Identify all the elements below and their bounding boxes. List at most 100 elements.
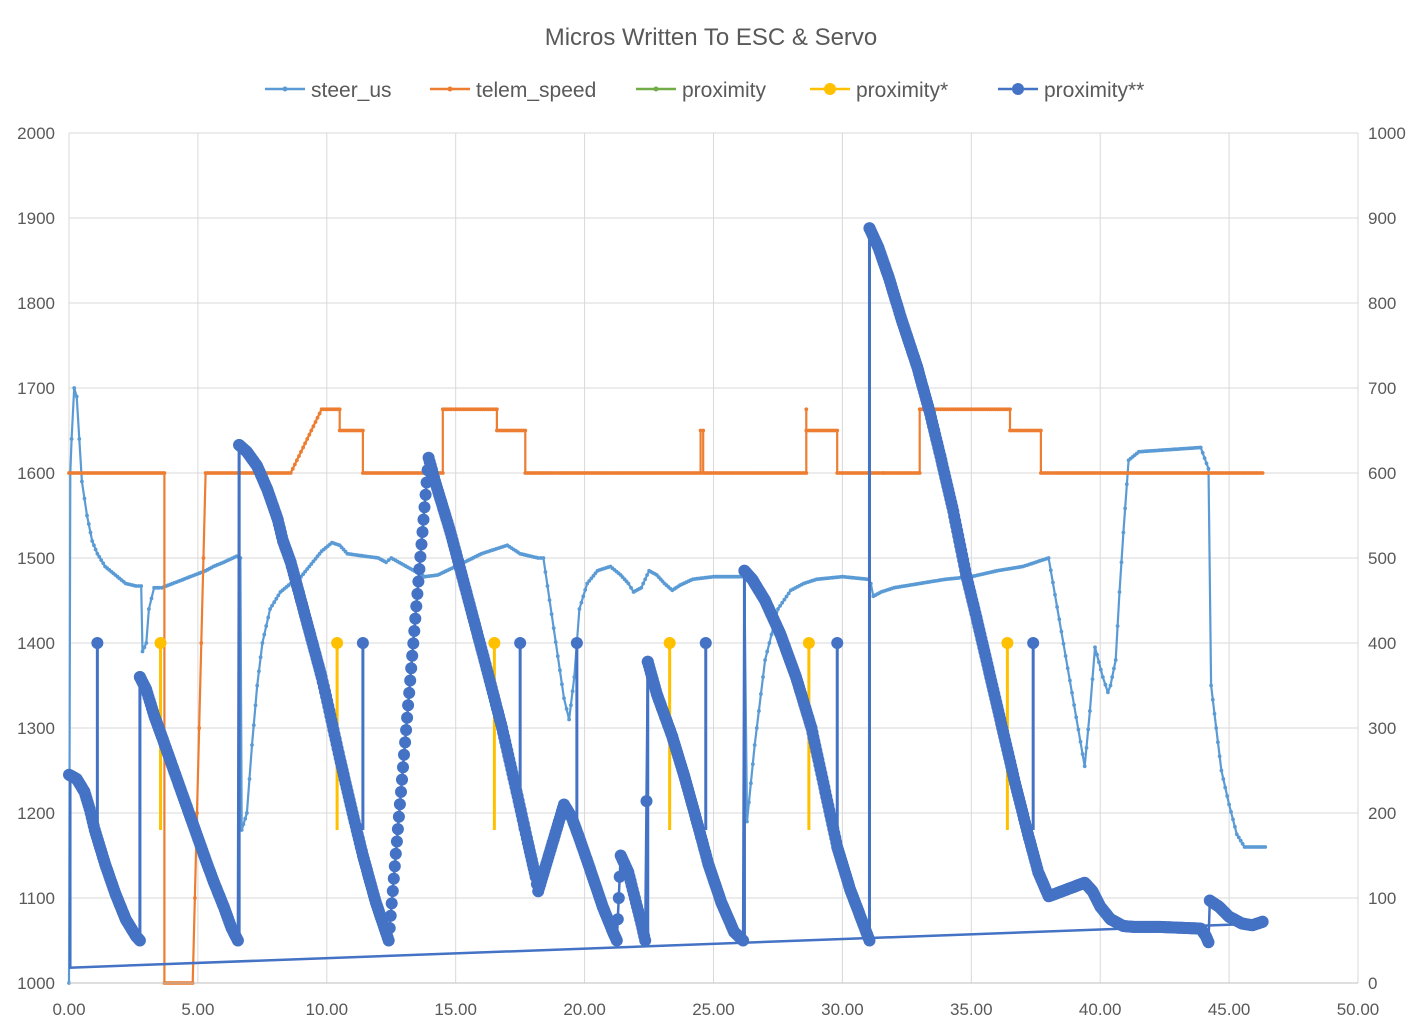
legend-item: proximity** bbox=[998, 79, 1144, 102]
y-right-tick-label: 900 bbox=[1368, 209, 1396, 228]
x-tick-label: 30.00 bbox=[821, 1000, 864, 1019]
legend-item: proximity* bbox=[810, 79, 948, 102]
data-point bbox=[593, 571, 598, 576]
data-point bbox=[389, 847, 402, 860]
y-right-tick-label: 200 bbox=[1368, 804, 1396, 823]
y-left-tick-label: 1900 bbox=[17, 209, 55, 228]
x-tick-label: 40.00 bbox=[1079, 1000, 1122, 1019]
data-point bbox=[396, 773, 408, 786]
spike-point bbox=[91, 637, 104, 649]
legend-item: steer_us bbox=[265, 79, 392, 102]
y-right-tick-label: 600 bbox=[1368, 464, 1396, 483]
legend-label: steer_us bbox=[311, 79, 392, 102]
data-point bbox=[1055, 605, 1059, 609]
data-point bbox=[405, 662, 418, 675]
data-point bbox=[303, 441, 307, 446]
data-point bbox=[577, 607, 582, 611]
data-point bbox=[86, 522, 91, 526]
data-point bbox=[257, 669, 261, 674]
spike-point bbox=[514, 637, 527, 649]
data-point bbox=[95, 551, 100, 556]
data-point bbox=[133, 934, 146, 947]
data-point bbox=[415, 538, 428, 551]
data-point bbox=[201, 556, 206, 560]
data-point bbox=[315, 415, 320, 420]
data-point bbox=[759, 692, 763, 696]
data-point bbox=[407, 637, 420, 650]
y-right-tick-label: 1000 bbox=[1368, 124, 1406, 143]
legend-swatch-marker bbox=[282, 86, 288, 92]
data-point bbox=[140, 649, 145, 654]
data-point bbox=[247, 777, 252, 781]
data-point bbox=[564, 707, 569, 711]
data-point bbox=[385, 897, 398, 910]
data-point bbox=[1225, 794, 1230, 798]
data-point bbox=[162, 471, 167, 475]
y-left-tick-label: 1700 bbox=[17, 379, 55, 398]
data-point bbox=[1223, 785, 1228, 790]
data-point bbox=[387, 872, 400, 885]
series-line bbox=[69, 408, 1263, 985]
y-left-tick-label: 1300 bbox=[17, 719, 55, 738]
data-point bbox=[1059, 629, 1064, 634]
data-point bbox=[144, 641, 149, 645]
data-point bbox=[1088, 709, 1092, 713]
data-point bbox=[403, 686, 416, 699]
y-left-tick-label: 1800 bbox=[17, 294, 55, 313]
spike-point bbox=[663, 637, 676, 649]
data-point bbox=[139, 584, 144, 588]
data-point bbox=[626, 581, 631, 586]
data-point bbox=[1070, 690, 1074, 695]
data-point bbox=[1095, 652, 1099, 657]
data-point bbox=[1082, 764, 1087, 769]
data-point bbox=[251, 723, 256, 728]
data-point bbox=[1057, 617, 1062, 622]
data-point bbox=[1068, 678, 1072, 683]
data-point bbox=[583, 588, 588, 592]
data-point bbox=[313, 420, 318, 424]
data-point bbox=[398, 748, 410, 761]
data-point bbox=[610, 934, 623, 947]
data-point bbox=[1233, 824, 1237, 829]
legend-item: proximity bbox=[636, 79, 767, 102]
y-right-tick-label: 100 bbox=[1368, 889, 1396, 908]
data-point bbox=[262, 632, 267, 637]
data-point bbox=[274, 596, 279, 601]
spike-point bbox=[488, 637, 501, 649]
data-point bbox=[82, 496, 87, 501]
data-point bbox=[747, 800, 751, 805]
data-point bbox=[1210, 697, 1215, 702]
data-point bbox=[701, 428, 706, 433]
x-tick-label: 0.00 bbox=[52, 1000, 85, 1019]
data-point bbox=[767, 641, 772, 645]
data-point bbox=[1200, 450, 1205, 455]
data-point bbox=[639, 934, 652, 947]
data-point bbox=[495, 407, 499, 412]
data-point bbox=[1202, 456, 1207, 460]
data-point bbox=[786, 591, 791, 596]
data-point bbox=[258, 655, 263, 660]
data-point bbox=[315, 554, 320, 559]
data-point bbox=[305, 437, 310, 441]
data-point bbox=[311, 424, 316, 429]
data-point bbox=[393, 798, 406, 811]
data-point bbox=[1198, 445, 1203, 450]
data-point bbox=[560, 682, 564, 687]
data-point bbox=[1090, 677, 1095, 681]
data-point bbox=[264, 624, 269, 628]
data-point bbox=[1115, 624, 1120, 628]
data-point bbox=[390, 835, 403, 848]
data-point bbox=[101, 561, 106, 566]
data-point bbox=[382, 934, 395, 947]
data-point bbox=[547, 598, 552, 602]
data-point bbox=[1100, 675, 1105, 679]
data-point bbox=[643, 577, 648, 582]
data-point bbox=[555, 654, 560, 659]
y-left-tick-label: 1500 bbox=[17, 549, 55, 568]
data-point bbox=[1053, 592, 1057, 597]
data-point bbox=[804, 407, 809, 412]
data-point bbox=[386, 558, 391, 562]
y-left-tick-label: 1400 bbox=[17, 634, 55, 653]
